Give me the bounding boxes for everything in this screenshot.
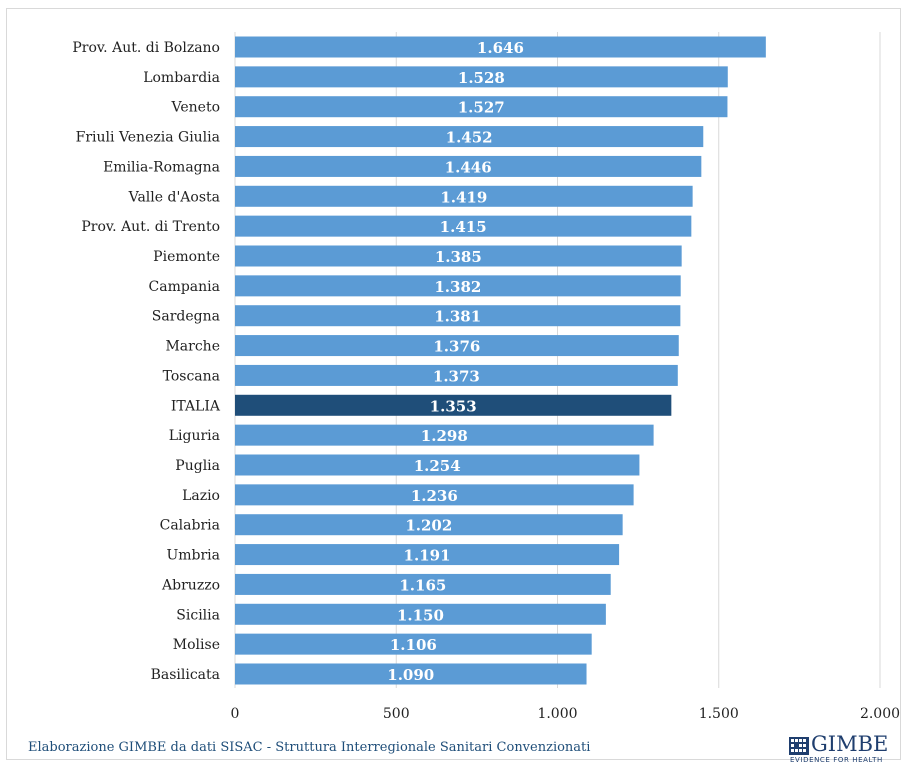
category-label: Valle d'Aosta: [128, 189, 220, 205]
data-label: 1.452: [446, 129, 493, 147]
bar: [235, 126, 704, 148]
gimbe-logo-icon: [789, 737, 809, 755]
data-label: 1.528: [458, 69, 505, 87]
bar: [235, 36, 766, 58]
data-label: 1.353: [430, 397, 477, 415]
bar: [235, 544, 620, 566]
data-label: 1.381: [434, 308, 481, 326]
category-label: Sicilia: [176, 607, 220, 623]
data-label: 1.298: [421, 427, 468, 445]
data-label: 1.373: [433, 367, 480, 385]
bar: [235, 633, 592, 655]
source-note: Elaborazione GIMBE da dati SISAC - Strut…: [28, 740, 591, 755]
data-label: 1.376: [433, 338, 480, 356]
bar: [235, 514, 623, 536]
category-label: Piemonte: [153, 249, 220, 265]
category-label: Friuli Venezia Giulia: [76, 130, 220, 146]
bar: [235, 484, 634, 506]
logo-wordmark: GIMBE: [811, 732, 889, 756]
x-tick-label: 0: [231, 706, 240, 722]
data-label: 1.236: [411, 487, 458, 505]
bar: [235, 424, 654, 446]
bar: [235, 394, 672, 416]
category-label: Prov. Aut. di Bolzano: [72, 40, 220, 56]
bar: [235, 454, 640, 476]
category-label: Abruzzo: [161, 577, 220, 593]
bar: [235, 155, 702, 177]
data-label: 1.382: [434, 278, 481, 296]
x-tick-label: 500: [383, 706, 410, 722]
data-label: 1.385: [435, 248, 482, 266]
category-label: Umbria: [166, 548, 220, 564]
bar: [235, 275, 681, 297]
x-tick-label: 1.000: [537, 706, 577, 722]
category-label: Toscana: [163, 368, 220, 384]
data-label: 1.090: [387, 666, 434, 684]
category-label: Lombardia: [143, 70, 220, 86]
bar: [235, 335, 679, 357]
x-tick-label: 2.000: [860, 706, 900, 722]
category-label: Marche: [165, 339, 220, 355]
data-label: 1.191: [404, 547, 451, 565]
gimbe-logo: GIMBE EVIDENCE FOR HEALTH: [789, 732, 905, 765]
bar: [235, 573, 611, 595]
data-label: 1.165: [399, 576, 446, 594]
category-label: Sardegna: [152, 309, 220, 325]
category-label: Molise: [173, 637, 220, 653]
x-tick-label: 1.500: [699, 706, 739, 722]
bar: [235, 185, 693, 207]
category-label: Basilicata: [151, 667, 220, 683]
category-label: Prov. Aut. di Trento: [81, 219, 220, 235]
data-label: 1.202: [405, 517, 452, 535]
category-label: Veneto: [171, 100, 220, 116]
category-label: Liguria: [169, 428, 220, 444]
bar: [235, 603, 606, 625]
data-label: 1.419: [440, 188, 487, 206]
data-label: 1.106: [390, 636, 437, 654]
data-label: 1.415: [440, 218, 487, 236]
bar: [235, 215, 692, 237]
bar: [235, 364, 678, 386]
bar: [235, 305, 681, 327]
category-label: Calabria: [160, 518, 220, 534]
data-label: 1.254: [414, 457, 461, 475]
data-label: 1.527: [458, 99, 505, 117]
category-label: Emilia-Romagna: [103, 159, 220, 175]
data-label: 1.446: [445, 158, 492, 176]
bar: [235, 245, 682, 267]
bar: [235, 96, 728, 118]
logo-tagline: EVIDENCE FOR HEALTH: [790, 756, 883, 764]
category-label: Campania: [149, 279, 220, 295]
bar-chart: Prov. Aut. di Bolzano 1.646 Lombardia 1.528…: [72, 32, 900, 722]
data-label: 1.646: [477, 39, 524, 57]
category-label: Lazio: [182, 488, 220, 504]
bar: [235, 66, 728, 88]
category-label: Puglia: [175, 458, 220, 474]
bar: [235, 663, 587, 685]
category-label: ITALIA: [171, 398, 221, 414]
data-label: 1.150: [397, 606, 444, 624]
